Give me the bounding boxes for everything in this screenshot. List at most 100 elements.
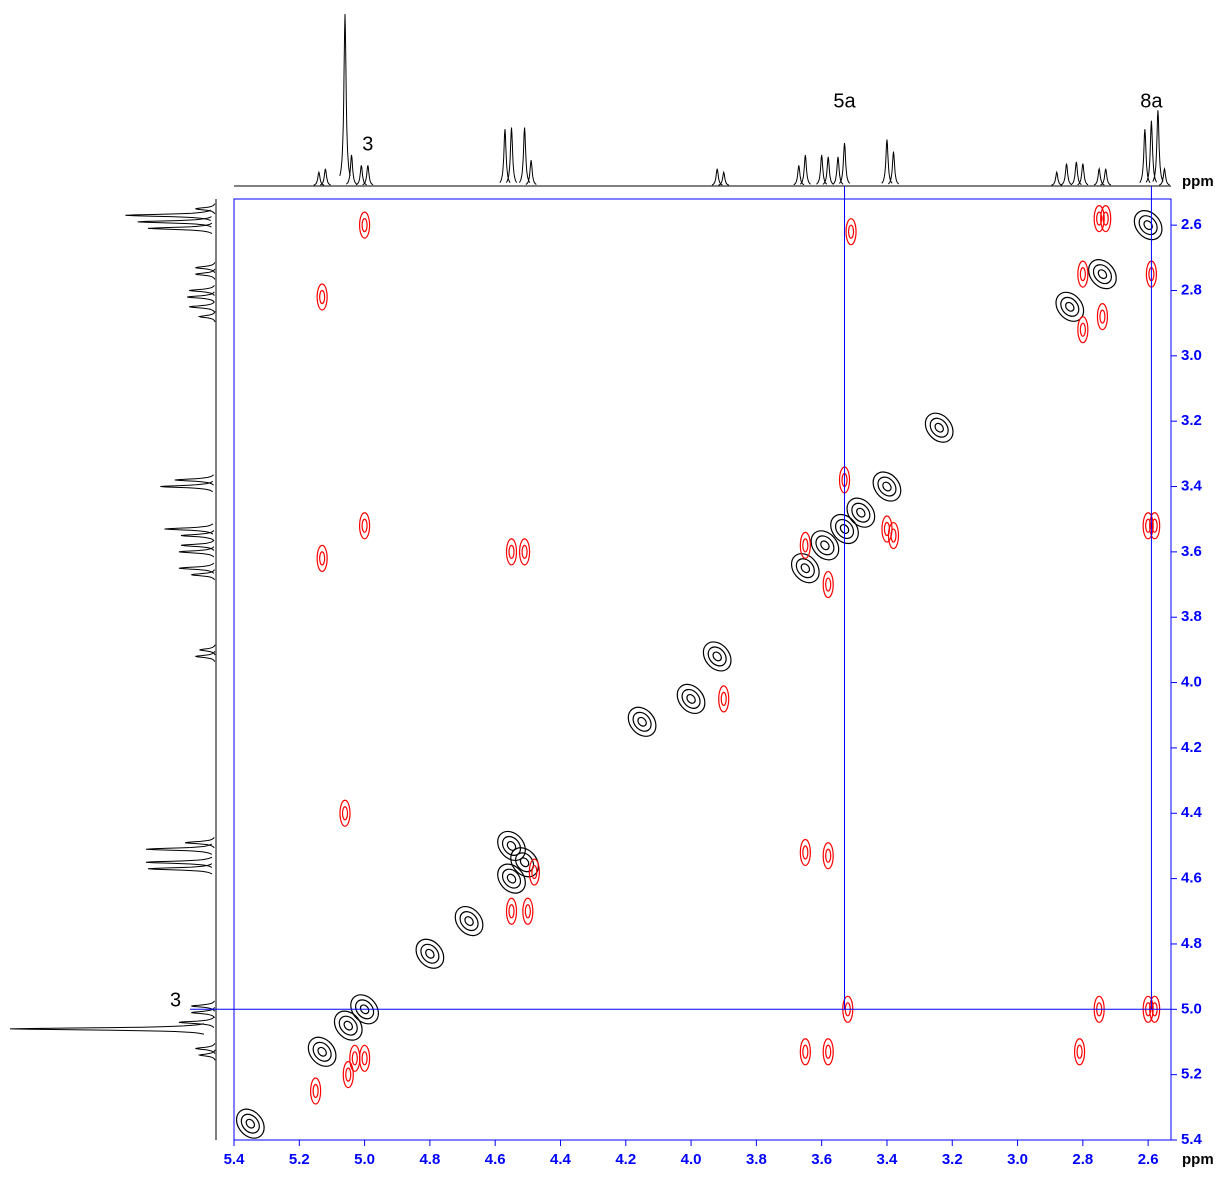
diagonal-peak-contour xyxy=(1092,264,1113,285)
top-spectrum-peak xyxy=(1100,168,1112,186)
cross-peak-contour xyxy=(887,521,900,550)
x-tick-label: 3.0 xyxy=(1007,1151,1028,1168)
top-spectrum-peak xyxy=(799,154,811,185)
diagonal-peak-contour xyxy=(425,948,435,959)
cross-peak-contour xyxy=(822,570,834,599)
diagonal-peak-contour xyxy=(235,1108,265,1139)
left-spectrum-peak xyxy=(174,474,214,486)
top-spectrum-peak xyxy=(1051,170,1063,186)
diagonal-peak-contour xyxy=(459,911,479,932)
top-spectrum-peak xyxy=(1077,163,1089,186)
diagonal-peak-contour xyxy=(338,1015,358,1036)
y-tick-label: 2.6 xyxy=(1181,216,1202,233)
cross-peak-contour xyxy=(1076,1044,1083,1059)
diagonal-peak-contour xyxy=(676,683,706,714)
diagonal-peak-contour xyxy=(506,840,517,851)
left-spectrum-peak xyxy=(145,856,213,868)
cross-peak-contour xyxy=(528,858,540,886)
left-spectrum-peak xyxy=(178,562,215,574)
left-spectrum-peak xyxy=(164,523,214,535)
diagonal-peak-contour xyxy=(856,507,866,518)
diagonal-peak-contour xyxy=(627,706,657,737)
diagonal-peak-contour xyxy=(501,835,522,856)
cross-peak-contour xyxy=(1096,303,1109,331)
diagonal-peak-contour xyxy=(519,857,530,868)
cross-peak-contour xyxy=(521,544,528,559)
x-tick-label: 5.2 xyxy=(289,1151,310,1168)
diagonal-peak-contour xyxy=(359,1004,370,1015)
diagonal-peak-contour xyxy=(882,481,892,492)
diagonal-peak-contour xyxy=(839,524,850,534)
cross-peak-contour xyxy=(1100,205,1112,233)
cross-peak-contour xyxy=(319,289,326,305)
left-spectrum-peak xyxy=(137,216,212,228)
annotation-label: 3 xyxy=(170,990,181,1012)
diagonal-peak-contour xyxy=(712,651,722,662)
top-spectrum-peak xyxy=(1159,166,1170,186)
y-tick-label: 3.4 xyxy=(1181,477,1203,494)
cross-peak-contour xyxy=(847,224,855,239)
cross-peak-contour xyxy=(531,864,538,880)
cross-peak-contour xyxy=(522,897,534,925)
diagonal-peak-contour xyxy=(834,518,855,540)
diagonal-peak-contour xyxy=(497,863,526,894)
left-spectrum-peak xyxy=(9,1023,204,1035)
top-spectrum-peak xyxy=(881,139,893,184)
cross-peak-contour xyxy=(345,1067,352,1082)
top-spectrum-peak xyxy=(838,142,851,184)
cross-peak-contour xyxy=(1079,267,1086,282)
left-spectrum-peak xyxy=(195,1043,216,1054)
y-tick-label: 5.4 xyxy=(1181,1131,1203,1148)
cross-peak-contour xyxy=(1077,260,1089,288)
left-spectrum-peak xyxy=(178,1016,215,1028)
diagonal-peak-contour xyxy=(1133,210,1163,241)
annotation-label: 3 xyxy=(362,133,373,155)
top-spectrum-peak xyxy=(1139,129,1151,183)
diagonal-peak-contour xyxy=(1088,259,1117,290)
x-tick-label: 5.4 xyxy=(224,1151,246,1168)
y-tick-label: 5.2 xyxy=(1181,1066,1202,1083)
left-spectrum-peak xyxy=(197,311,216,322)
left-spectrum-peak xyxy=(195,650,216,662)
cross-peak-contour xyxy=(825,1044,832,1059)
cross-peak-contour xyxy=(518,538,531,566)
cross-peak-contour xyxy=(802,845,809,860)
diagonal-peak-contour xyxy=(317,1046,327,1057)
cross-peak-contour xyxy=(312,1083,319,1099)
cross-peak-contour xyxy=(1093,205,1105,233)
diagonal-peak-contour xyxy=(355,999,375,1020)
diagonal-peak-contour xyxy=(702,641,732,672)
left-spectrum-peak xyxy=(147,863,213,875)
left-spectrum-peak xyxy=(160,480,214,493)
y-tick-label: 4.0 xyxy=(1181,674,1202,691)
diagonal-peak-contour xyxy=(934,422,944,433)
cross-peak-contour xyxy=(720,691,727,707)
cross-peak-contour xyxy=(316,544,328,573)
cross-peak-contour xyxy=(508,904,515,919)
cross-peak-contour xyxy=(802,1044,809,1059)
y-tick-label: 3.0 xyxy=(1181,347,1202,364)
diagonal-peak-contour xyxy=(420,943,440,964)
cross-peak-contour xyxy=(881,515,893,543)
annotation-label: 8a xyxy=(1140,90,1163,112)
diagonal-peak-contour xyxy=(464,916,474,927)
cross-peak-contour xyxy=(1073,1038,1086,1066)
top-spectrum-peak xyxy=(1152,110,1164,182)
x-tick-label: 4.6 xyxy=(485,1151,506,1168)
cross-peak-contour xyxy=(1142,512,1154,540)
diagonal-peak-contour xyxy=(686,693,696,704)
diagonal-peak-contour xyxy=(506,873,517,884)
left-spectrum-peak xyxy=(189,301,215,313)
x-tick-label: 2.6 xyxy=(1138,1151,1159,1168)
cross-peak-contour xyxy=(358,512,371,540)
cross-peak-contour xyxy=(319,551,326,566)
cross-peak-contour xyxy=(524,904,531,919)
diagonal-peak-contour xyxy=(815,535,835,556)
diagonal-peak-contour xyxy=(501,868,522,889)
cross-peak-contour xyxy=(1096,211,1103,226)
x-tick-label: 5.0 xyxy=(354,1151,375,1168)
diagonal-peak-contour xyxy=(637,716,647,727)
top-spectrum-peak xyxy=(362,165,374,186)
diagonal-peak-contour xyxy=(307,1036,337,1067)
